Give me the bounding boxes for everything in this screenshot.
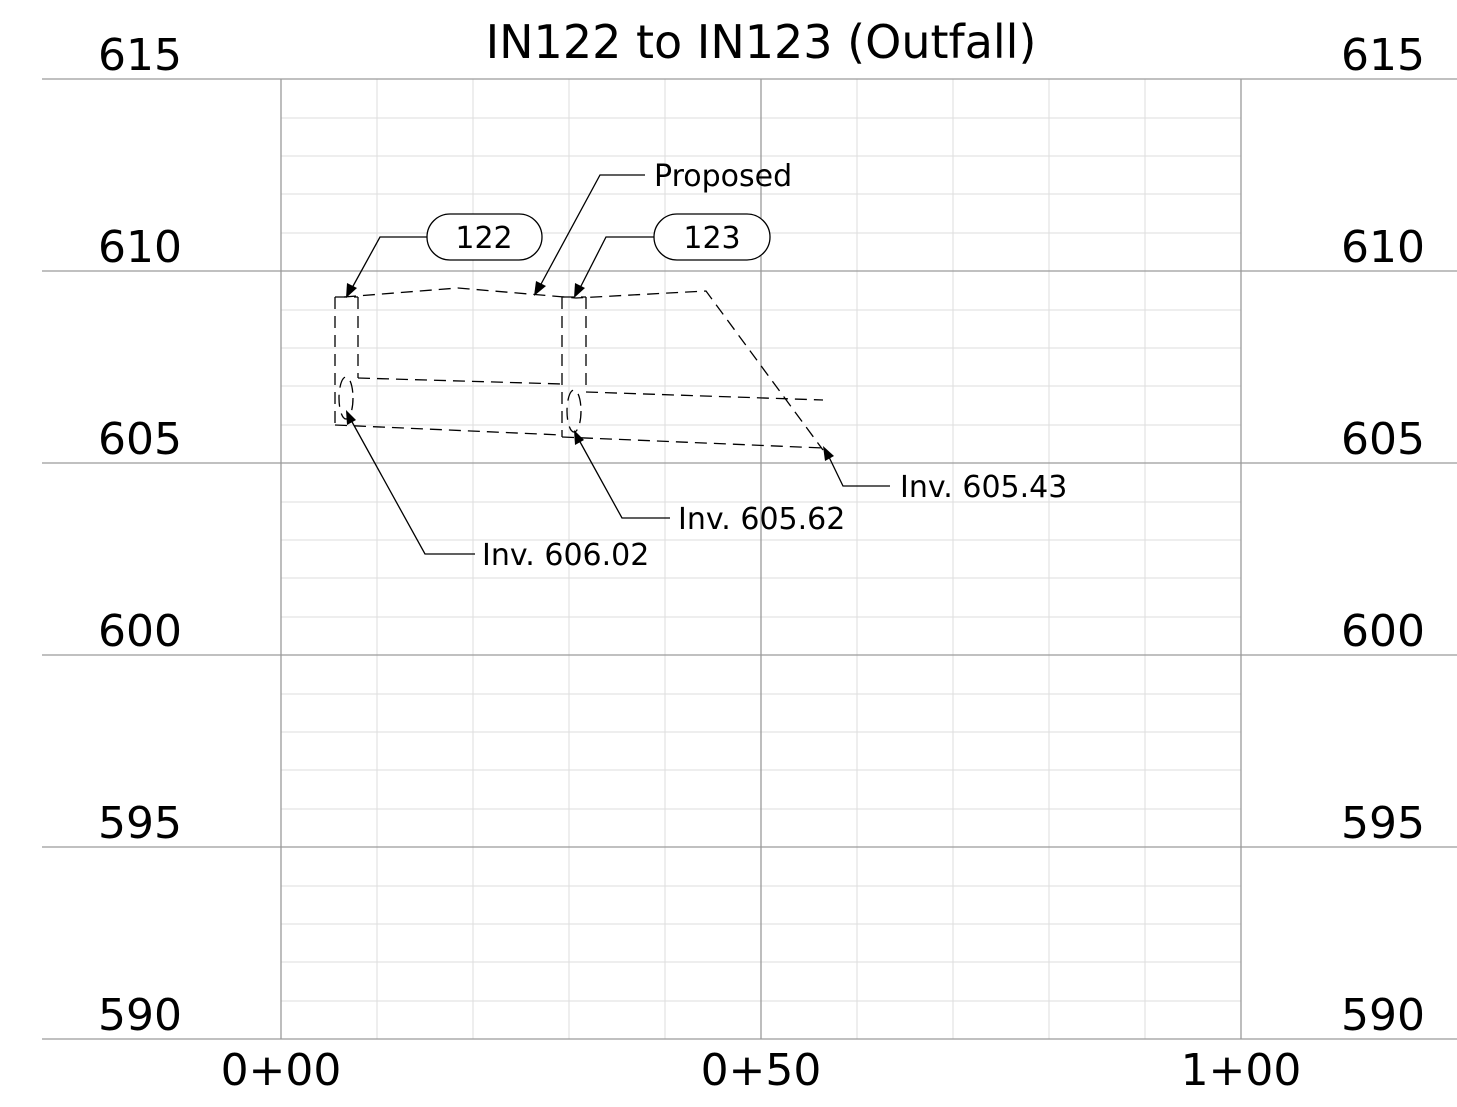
invert-outfall-callout: Inv. 605.43 (823, 446, 1067, 505)
proposed-label: Proposed (654, 159, 792, 194)
proposed-callout: Proposed (534, 159, 792, 296)
invert-123-callout: Inv. 605.62 (574, 430, 845, 537)
elevation-label: 605 (98, 414, 182, 465)
structure-123-label: 123 (683, 221, 740, 256)
station-label: 0+00 (221, 1045, 342, 1096)
elevation-label: 590 (98, 990, 182, 1041)
pipe-crown-123-outfall (585, 391, 824, 401)
station-label: 1+00 (1181, 1045, 1302, 1096)
station-labels: 0+00 0+50 1+00 (221, 1045, 1302, 1096)
ground-surface-line (343, 287, 824, 451)
elevation-label: 615 (98, 30, 182, 81)
station-label: 0+50 (701, 1045, 822, 1096)
pipe-section-122 (338, 376, 354, 420)
elevation-label: 610 (98, 222, 182, 273)
pipe-invert-123-outfall (561, 436, 824, 449)
pipe-section-123 (566, 389, 582, 433)
structure-122-bubble (426, 213, 543, 261)
elevation-label: 610 (1341, 222, 1425, 273)
invert-122-callout: Inv. 606.02 (346, 410, 649, 573)
structure-122-label: 122 (455, 221, 512, 256)
elevation-label: 605 (1341, 414, 1425, 465)
invert-outfall-label: Inv. 605.43 (900, 470, 1067, 505)
elevation-label: 600 (98, 606, 182, 657)
invert-122-label: Inv. 606.02 (482, 538, 649, 573)
structure-122-callout: 122 (346, 213, 543, 298)
elevation-label: 590 (1341, 990, 1425, 1041)
pipe-crown-122-123 (357, 377, 563, 385)
profile-title: IN122 to IN123 (Outfall) (486, 15, 1037, 69)
major-grid (42, 78, 1457, 1040)
elevation-label: 595 (98, 798, 182, 849)
elevation-labels-right: 615 610 605 600 595 590 (1341, 30, 1425, 1041)
elevation-labels-left: 615 610 605 600 595 590 (98, 30, 182, 1041)
elevation-label: 600 (1341, 606, 1425, 657)
invert-123-label: Inv. 605.62 (678, 502, 845, 537)
structure-123-callout: 123 (574, 213, 771, 298)
elevation-label: 615 (1341, 30, 1425, 81)
structure-123 (561, 296, 587, 437)
pipe-invert-122-123 (334, 424, 563, 436)
structure-122 (334, 296, 359, 425)
elevation-label: 595 (1341, 798, 1425, 849)
structure-123-bubble (653, 213, 771, 261)
